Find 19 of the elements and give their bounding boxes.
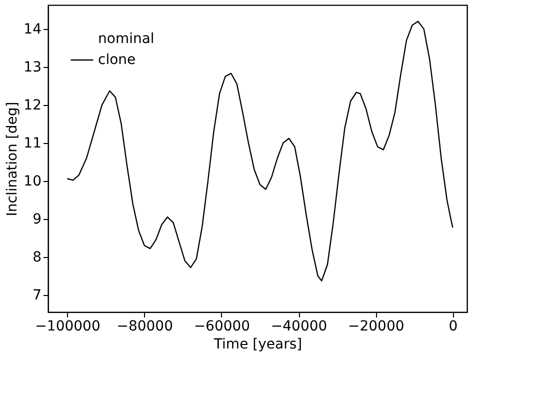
y-tick-label: 11 <box>24 135 42 152</box>
legend-label: clone <box>98 52 136 68</box>
line-series <box>66 20 454 282</box>
y-tick-label: 7 <box>32 287 42 304</box>
y-tick-label: 9 <box>32 211 42 228</box>
x-tick-label: −100000 <box>35 318 100 334</box>
x-tick-label: −20000 <box>348 318 404 334</box>
x-tick-label: −40000 <box>270 318 328 334</box>
x-tick-label: 0 <box>448 318 458 334</box>
x-axis-title: Time [years] <box>212 336 302 352</box>
y-tick-label: 14 <box>24 21 42 38</box>
y-tick-label: 12 <box>24 97 42 114</box>
text: nominal <box>98 31 154 47</box>
x-tick-label: −60000 <box>194 318 250 334</box>
x-tick-label: −80000 <box>116 318 174 334</box>
y-axis-title: Inclination [deg] <box>4 102 21 216</box>
y-tick-label: 8 <box>32 249 42 266</box>
y-tick-label: 10 <box>24 173 42 190</box>
y-tick-label: 13 <box>24 59 42 76</box>
